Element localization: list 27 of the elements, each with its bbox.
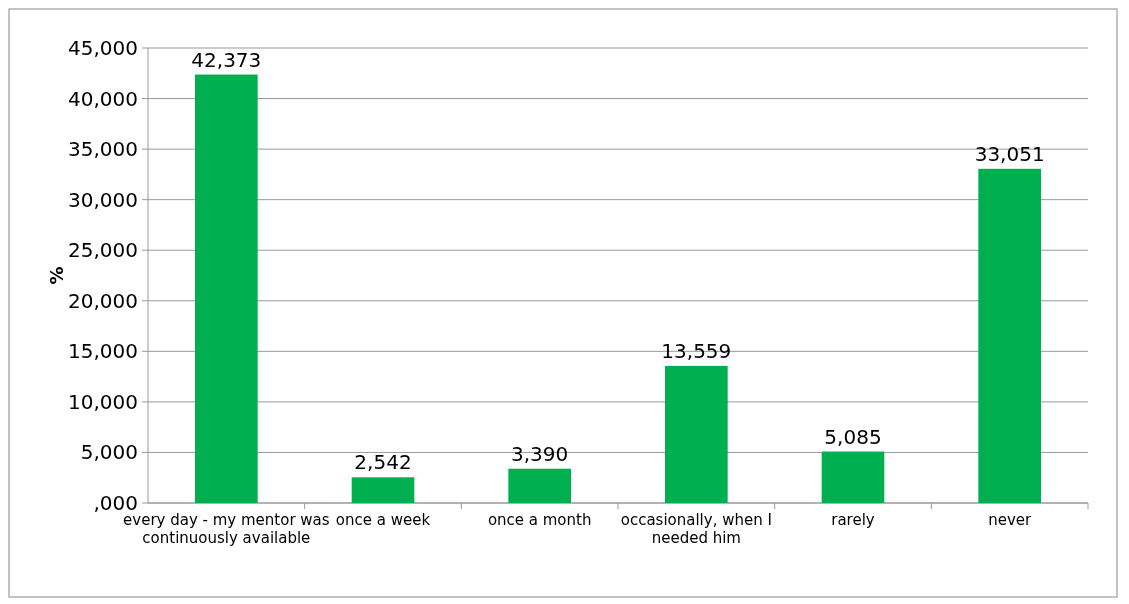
x-tick-label: occasionally, when I needed him — [620, 511, 772, 547]
y-tick-label: 35,000 — [68, 137, 138, 162]
bar — [351, 477, 415, 503]
y-tick-label: 40,000 — [68, 86, 138, 111]
bar — [821, 451, 885, 503]
y-tick-label: 30,000 — [68, 187, 138, 212]
y-tick-label: 5,000 — [80, 440, 138, 465]
data-label: 42,373 — [191, 47, 262, 72]
y-tick-label: 45,000 — [68, 36, 138, 60]
x-tick-label: once a month — [487, 511, 592, 529]
y-tick-label: 15,000 — [68, 339, 138, 364]
bar — [978, 168, 1041, 503]
data-label: 13,559 — [661, 338, 732, 363]
data-label: 33,051 — [974, 141, 1045, 166]
bar — [195, 74, 258, 503]
x-tick-label: rarely — [831, 511, 875, 529]
data-label: 3,390 — [511, 441, 569, 466]
y-tick-label: 10,000 — [68, 389, 138, 414]
data-label: 2,542 — [354, 450, 412, 475]
bar — [508, 468, 571, 503]
data-label: 5,085 — [824, 424, 882, 449]
y-axis-title: % — [46, 266, 67, 285]
y-tick-label: 25,000 — [68, 238, 138, 263]
x-tick-label: never — [988, 511, 1032, 529]
bar — [665, 365, 728, 503]
x-tick-label: once a week — [335, 511, 431, 529]
y-tick-label: 20,000 — [68, 288, 138, 313]
